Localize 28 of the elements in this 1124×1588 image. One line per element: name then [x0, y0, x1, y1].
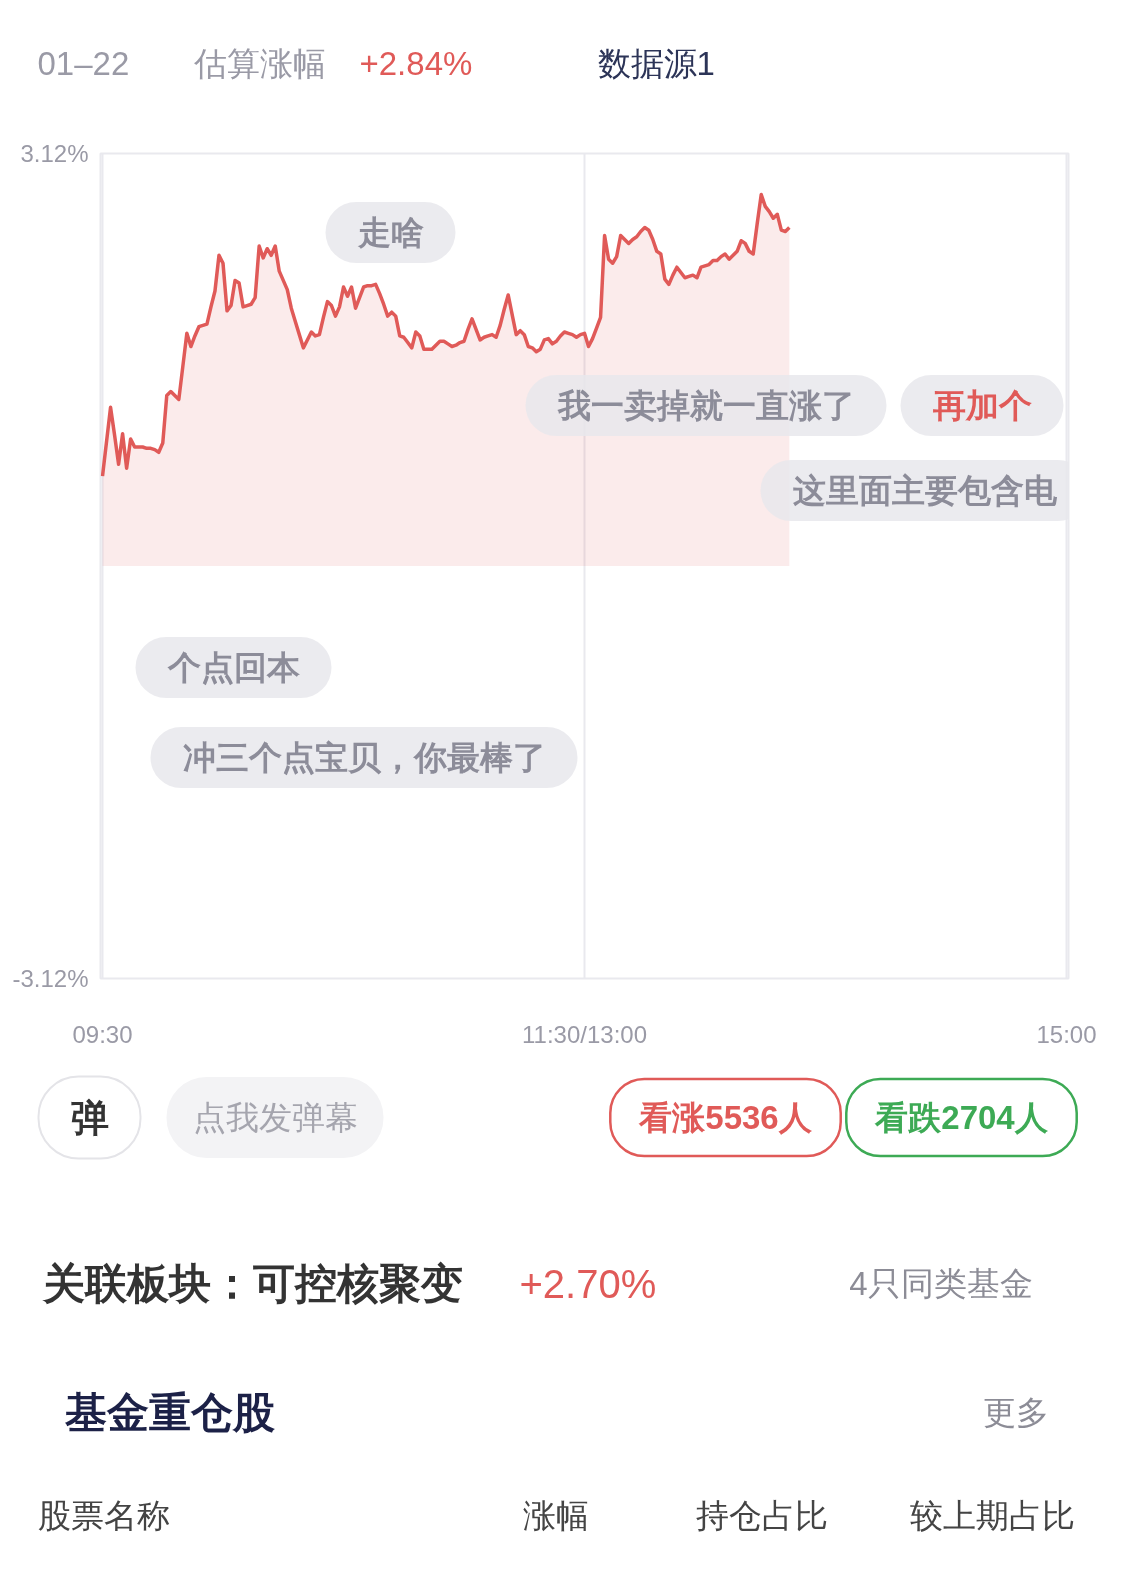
- annotation: 走啥: [356, 214, 424, 251]
- x-tick-label: 15:00: [1036, 1020, 1097, 1048]
- text: +2.84%: [359, 45, 473, 82]
- text: +2.70%: [519, 1261, 657, 1306]
- text: 看涨5536人: [638, 1099, 813, 1136]
- annotation: 个点回本: [166, 649, 301, 686]
- text: 基金重仓股: [63, 1389, 275, 1436]
- text: 较上期占比: [909, 1497, 1075, 1534]
- annotation: 我一卖掉就一直涨了: [556, 387, 855, 424]
- text: 估算涨幅: [192, 45, 326, 82]
- annotation: 再加个: [931, 387, 1032, 424]
- text: 更多: [982, 1394, 1049, 1431]
- text: 看跌2704人: [874, 1099, 1049, 1136]
- annotation: 这里面主要包含电: [792, 472, 1058, 509]
- text: 01–22: [37, 45, 130, 82]
- text: 弹: [70, 1096, 109, 1139]
- text: 涨幅: [522, 1497, 589, 1534]
- text: 数据源1: [597, 45, 715, 82]
- annotation: 冲三个点宝贝，你最棒了: [182, 739, 546, 776]
- text: 持仓占比: [695, 1497, 828, 1534]
- y-tick-label: 3.12%: [20, 140, 89, 167]
- x-tick-label: 09:30: [72, 1020, 133, 1048]
- y-tick-label: -3.12%: [12, 965, 89, 992]
- x-tick-label: 11:30/13:00: [522, 1020, 648, 1048]
- text: 股票名称: [37, 1497, 170, 1534]
- text: 点我发弹幕: [192, 1099, 358, 1136]
- text: 关联板块：可控核聚变: [41, 1260, 463, 1307]
- text: 4只同类基金: [849, 1265, 1033, 1302]
